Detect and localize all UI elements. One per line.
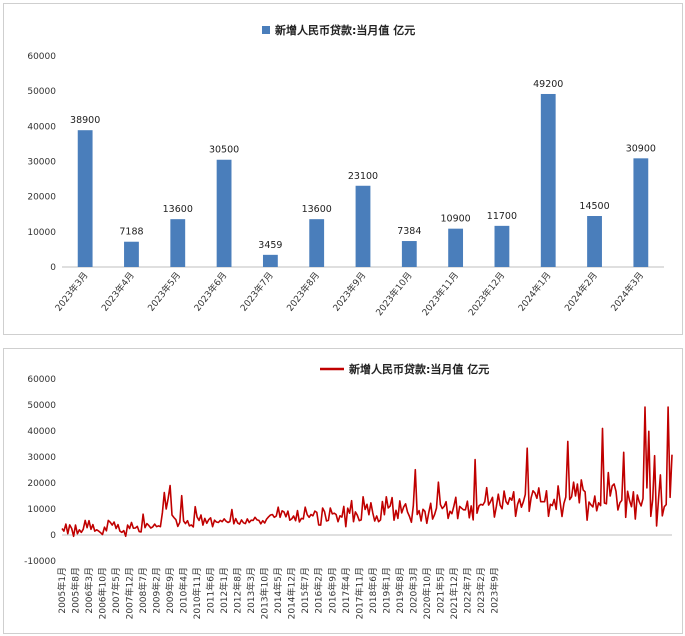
x-tick-label: 2005年1月 (56, 567, 68, 614)
bar (587, 216, 602, 267)
y-tick-label: 50000 (27, 87, 56, 97)
bar-chart: 新增人民币贷款:当月值 亿元 0 10000 20000 30000 40000 50000… (27, 23, 664, 318)
x-tick-label: 2010年4月 (178, 567, 190, 614)
x-tick-label: 2012年1月 (218, 567, 230, 614)
x-tick-label: 2013年10月 (259, 567, 271, 619)
bar (401, 241, 417, 267)
data-label: 13600 (163, 204, 193, 215)
x-tick-label: 2023年4月 (99, 269, 137, 313)
legend: 新增人民币贷款:当月值 亿元 (262, 23, 415, 37)
x-tick-label: 2023年7月 (238, 269, 276, 313)
x-tick-label: 2017年11月 (353, 567, 365, 619)
data-label: 13600 (302, 204, 332, 215)
data-label: 3459 (258, 240, 282, 251)
legend-label: 新增人民币贷款:当月值 亿元 (349, 362, 489, 376)
x-tick-label: 2018年6月 (367, 567, 379, 614)
y-tick-label: 20000 (27, 479, 56, 489)
x-tick-label: 2020年10月 (421, 567, 433, 619)
data-label: 7188 (119, 227, 143, 238)
x-tick-label: 2007年5月 (110, 567, 122, 614)
data-label: 49200 (533, 79, 563, 90)
x-tick-label: 2023年5月 (145, 269, 183, 313)
bar (170, 219, 186, 267)
x-tick-label: 2009年9月 (164, 567, 176, 614)
y-tick-label: 40000 (27, 427, 56, 437)
x-tick-label: 2013年3月 (245, 567, 257, 614)
y-tick-label: 60000 (27, 52, 56, 62)
data-label: 10900 (440, 214, 470, 225)
bar (77, 130, 93, 267)
y-tick-label: 0 (50, 531, 56, 541)
x-tick-label: 2019年1月 (380, 567, 392, 614)
x-tick-label: 2014年5月 (272, 567, 284, 614)
x-tick-label: 2021年5月 (434, 567, 446, 614)
bar (124, 241, 139, 267)
x-tick-label: 2023年2月 (475, 567, 487, 614)
y-tick-label: 30000 (27, 453, 56, 463)
x-tick-label: 2016年2月 (313, 567, 325, 614)
x-tick-label: 2009年2月 (151, 567, 163, 614)
x-tick-label: 2019年8月 (394, 567, 406, 614)
bar (633, 158, 649, 267)
legend-label: 新增人民币贷款:当月值 亿元 (275, 23, 415, 37)
x-tick-label: 2010年11月 (191, 567, 203, 619)
y-tick-label: 10000 (27, 505, 56, 515)
x-tick-label: 2012年8月 (232, 567, 244, 614)
x-tick-label: 2023年11月 (419, 269, 461, 318)
x-tick-label: 2023年9月 (330, 269, 368, 313)
legend: 新增人民币贷款:当月值 亿元 (320, 362, 489, 376)
x-tick-label: 2008年7月 (137, 567, 149, 614)
x-tick-label: 2015年7月 (299, 567, 311, 614)
x-tick-label: 2023年6月 (191, 269, 229, 313)
x-tick-label: 2024年2月 (562, 269, 600, 313)
y-tick-label: 20000 (27, 193, 56, 203)
y-tick-label: 10000 (27, 228, 56, 238)
x-tick-label: 2016年9月 (326, 567, 338, 614)
x-tick-label: 2024年1月 (515, 269, 553, 313)
y-tick-label: 60000 (27, 375, 56, 385)
x-tick-label: 2022年7月 (461, 567, 473, 614)
x-tick-label: 2017年4月 (340, 567, 352, 614)
data-label: 11700 (487, 211, 517, 222)
x-tick-label: 2023年9月 (488, 567, 500, 614)
y-tick-label: 30000 (27, 158, 56, 168)
line-chart: 新增人民币贷款:当月值 亿元 -10000 0 10000 20000 30000 4000… (24, 362, 673, 619)
bar (540, 93, 556, 267)
data-label: 7384 (397, 226, 421, 237)
x-tick-label: 2020年3月 (407, 567, 419, 614)
bar (216, 159, 232, 267)
x-tick-label: 2006年3月 (83, 567, 95, 614)
y-tick-label: 0 (50, 263, 56, 273)
series-line (61, 406, 673, 538)
x-tick-label: 2023年12月 (466, 269, 508, 318)
x-tick-label: 2021年12月 (448, 567, 460, 619)
x-tick-label: 2023年3月 (52, 269, 90, 313)
x-tick-label: 2023年8月 (284, 269, 322, 313)
data-label: 30500 (209, 145, 239, 156)
data-label: 14500 (579, 201, 609, 212)
y-tick-label: 50000 (27, 401, 56, 411)
x-tick-label: 2007年12月 (124, 567, 136, 619)
x-tick-label: 2024年3月 (608, 269, 646, 313)
bar (355, 185, 371, 267)
x-tick-label: 2006年10月 (97, 567, 109, 619)
y-tick-label: -10000 (24, 557, 56, 567)
line-chart-panel: 新增人民币贷款:当月值 亿元 -10000 0 10000 20000 30000 4000… (3, 348, 683, 634)
x-tick-label: 2023年10月 (373, 269, 415, 318)
bar (448, 228, 464, 267)
legend-swatch (262, 26, 270, 34)
data-label: 23100 (348, 171, 378, 182)
bar-chart-panel: 新增人民币贷款:当月值 亿元 0 10000 20000 30000 40000 50000… (3, 3, 683, 335)
x-tick-label: 2005年8月 (70, 567, 82, 614)
x-tick-label: 2011年6月 (205, 567, 217, 614)
data-label: 30900 (626, 143, 656, 154)
bar (262, 254, 278, 267)
bar (494, 225, 510, 267)
y-tick-label: 40000 (27, 122, 56, 132)
data-label: 38900 (70, 115, 100, 126)
x-tick-label: 2014年12月 (286, 567, 298, 619)
bar (309, 219, 325, 267)
